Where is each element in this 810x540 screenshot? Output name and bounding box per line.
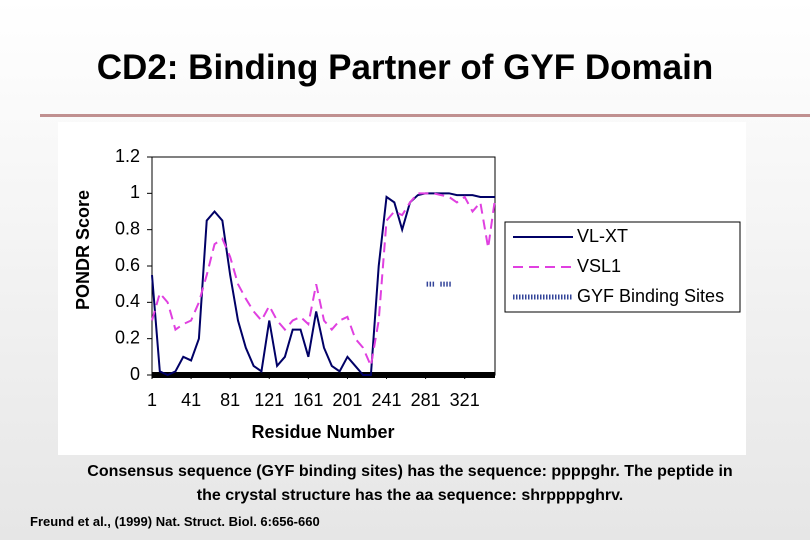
caption: Consensus sequence (GYF binding sites) h… xyxy=(87,463,733,504)
y-tick-label: 0 xyxy=(130,364,140,384)
y-tick-label: 0.6 xyxy=(115,255,140,275)
x-tick-label: 241 xyxy=(372,390,402,410)
series-line xyxy=(151,192,495,377)
title-rule xyxy=(40,114,810,117)
x-tick-label: 81 xyxy=(220,390,240,410)
y-tick-label: 0.8 xyxy=(115,218,140,238)
x-tick-label: 1 xyxy=(147,390,157,410)
x-tick-label: 321 xyxy=(450,390,480,410)
x-tick-label: 281 xyxy=(411,390,441,410)
x-tick-label: 41 xyxy=(181,390,201,410)
x-tick-label: 161 xyxy=(293,390,323,410)
series-line xyxy=(151,192,496,370)
x-tick-label: 121 xyxy=(254,390,284,410)
y-tick-label: 0.4 xyxy=(115,291,140,311)
x-axis-label: Residue Number xyxy=(251,422,394,442)
y-tick-label: 1 xyxy=(130,182,140,202)
y-axis-label: PONDR Score xyxy=(73,190,93,310)
slide-title: CD2: Binding Partner of GYF Domain xyxy=(96,48,714,87)
x-tick-label: 201 xyxy=(332,390,362,410)
y-tick-label: 1.2 xyxy=(115,146,140,166)
citation: Freund et al., (1999) Nat. Struct. Biol.… xyxy=(30,514,320,529)
legend-label: VSL1 xyxy=(577,256,621,276)
y-tick-label: 0.2 xyxy=(115,327,140,347)
legend-label: VL-XT xyxy=(577,226,628,246)
legend-label: GYF Binding Sites xyxy=(577,286,724,306)
